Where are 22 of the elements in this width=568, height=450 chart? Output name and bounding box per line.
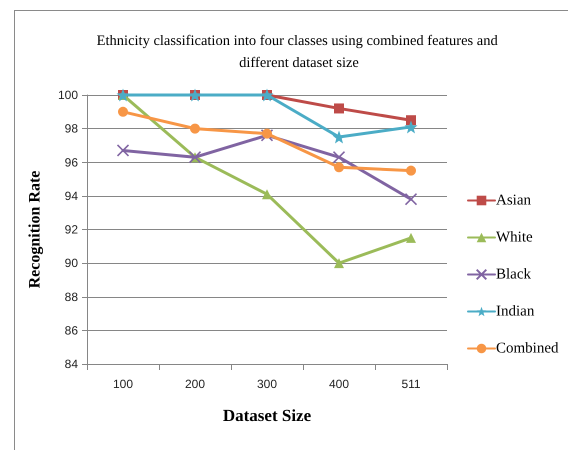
y-tick-label: 94 xyxy=(64,188,78,203)
y-tick-label: 96 xyxy=(64,155,78,170)
y-tick-label: 88 xyxy=(64,290,78,304)
chart-title: Ethnicity classification into four classes using combined features and different dataset size xyxy=(96,33,502,71)
x-tick-label: 100 xyxy=(112,377,134,391)
legend-label: Black xyxy=(496,266,532,282)
y-tick-label: 86 xyxy=(64,323,78,338)
y-tick-label: 90 xyxy=(64,256,78,270)
legend-label: Combined xyxy=(496,340,559,356)
legend-label: Indian xyxy=(496,304,535,320)
y-tick-label: 92 xyxy=(64,222,78,236)
x-tick-label: 300 xyxy=(256,377,278,391)
x-axis-title: Dataset Size xyxy=(222,406,312,425)
y-tick-label: 98 xyxy=(64,122,78,136)
x-tick-label: 400 xyxy=(328,377,350,391)
x-tick-label: 200 xyxy=(184,377,206,391)
legend-label: Asian xyxy=(496,192,532,208)
x-tick-label: 511 xyxy=(401,377,421,391)
y-tick-label: 100 xyxy=(58,88,78,102)
y-axis-title: Recognition Rate xyxy=(26,170,44,288)
y-tick-label: 84 xyxy=(64,357,78,371)
legend-label: White xyxy=(496,230,533,246)
